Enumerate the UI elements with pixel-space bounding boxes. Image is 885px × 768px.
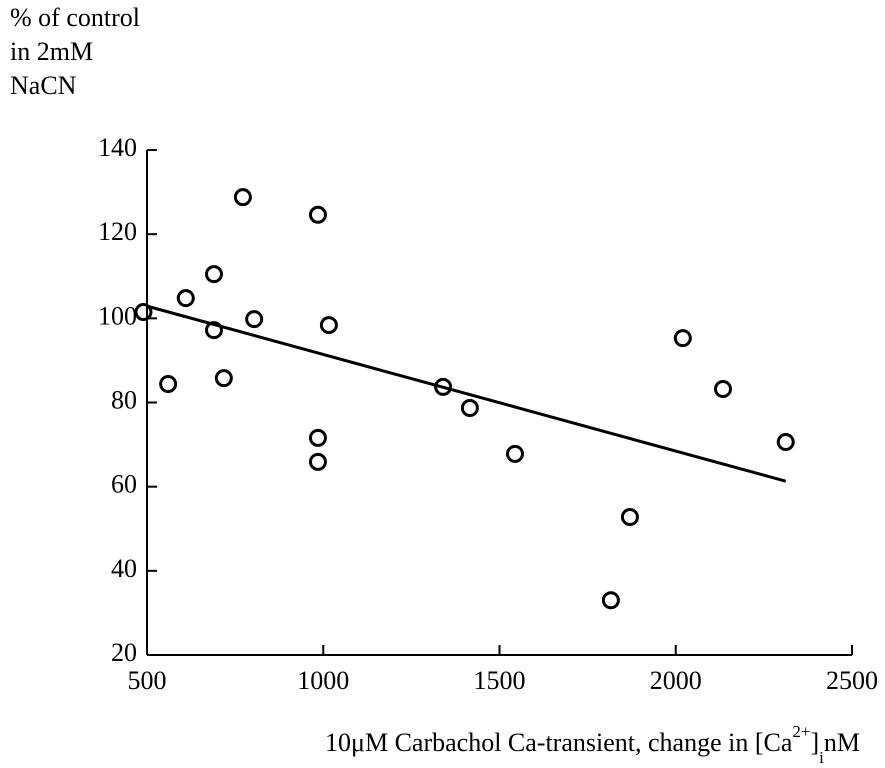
point: [713, 380, 732, 399]
point: [601, 591, 620, 610]
x-tick-label: 1500: [474, 666, 526, 695]
point: [204, 321, 223, 340]
x-axis-label: 10μM Carbachol Ca-transient, change in […: [325, 722, 860, 767]
point: [159, 374, 178, 393]
x-tick-label: 2000: [650, 666, 702, 695]
y-tick-label: 100: [98, 301, 137, 330]
y-tick-label: 40: [111, 554, 137, 583]
point: [308, 452, 327, 471]
y-axis-label: NaCN: [10, 71, 77, 100]
x-tick-label: 1000: [297, 666, 349, 695]
y-tick-label: 20: [111, 638, 137, 667]
point: [460, 398, 479, 417]
y-tick-label: 140: [98, 133, 137, 162]
y-axis-label: % of control: [10, 3, 140, 32]
point: [308, 205, 327, 224]
point: [319, 316, 338, 335]
point: [308, 428, 327, 447]
fit-line: [146, 304, 787, 483]
y-tick-label: 60: [111, 470, 137, 499]
point: [134, 303, 153, 322]
point: [214, 369, 233, 388]
x-tick-label: 2500: [826, 666, 878, 695]
y-axis-label: in 2mM: [10, 37, 93, 66]
point: [233, 188, 252, 207]
y-tick-label: 80: [111, 385, 137, 414]
point: [245, 310, 264, 329]
point: [434, 377, 453, 396]
point: [204, 265, 223, 284]
point: [673, 329, 692, 348]
point: [176, 289, 195, 308]
point: [506, 444, 525, 463]
x-tick-label: 500: [128, 666, 167, 695]
y-tick-label: 120: [98, 217, 137, 246]
point: [620, 507, 639, 526]
point: [776, 433, 795, 452]
